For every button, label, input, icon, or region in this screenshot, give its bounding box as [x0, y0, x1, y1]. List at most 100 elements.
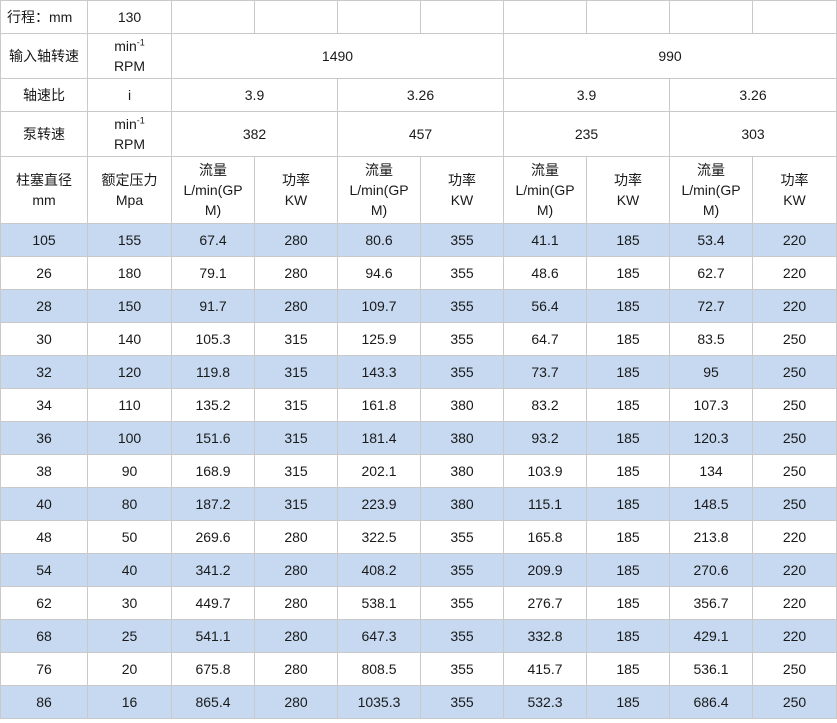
- table-cell: 36: [0, 421, 88, 455]
- power-header: 功率 KW: [254, 156, 338, 224]
- table-row: 105 155 67.4 280 80.6 355 41.1 185 53.4 220: [0, 223, 837, 257]
- table-cell: 54: [0, 553, 88, 587]
- table-cell: 185: [586, 619, 670, 653]
- table-cell: 20: [87, 652, 172, 686]
- shaft-ratio-value: 3.26: [669, 78, 837, 112]
- table-cell: 103.9: [503, 454, 587, 488]
- table-cell: 67.4: [171, 223, 255, 257]
- table-cell: 220: [752, 289, 837, 323]
- table-cell: 83.5: [669, 322, 753, 356]
- table-cell: 68: [0, 619, 88, 653]
- shaft-ratio-unit: i: [87, 78, 172, 112]
- table-cell: 187.2: [171, 487, 255, 521]
- table-cell: 675.8: [171, 652, 255, 686]
- table-cell: 30: [0, 322, 88, 356]
- table-cell: 185: [586, 685, 670, 719]
- table-cell: 250: [752, 388, 837, 422]
- table-cell: 16: [87, 685, 172, 719]
- rated-pressure-header: 额定压力 Mpa: [87, 156, 172, 224]
- table-cell: 250: [752, 355, 837, 389]
- pump-speed-value: 457: [337, 111, 504, 157]
- shaft-ratio-label: 轴速比: [0, 78, 88, 112]
- table-cell: 250: [752, 487, 837, 521]
- table-cell: 280: [254, 685, 338, 719]
- table-cell: 34: [0, 388, 88, 422]
- table-cell: 209.9: [503, 553, 587, 587]
- table-cell: 220: [752, 223, 837, 257]
- flow-header: 流量 L/min(GP M): [669, 156, 753, 224]
- table-cell: 185: [586, 256, 670, 290]
- flow-header: 流量 L/min(GP M): [337, 156, 421, 224]
- table-cell: 220: [752, 586, 837, 620]
- table-row: 38 90 168.9 315 202.1 380 103.9 185 134 250: [0, 454, 837, 488]
- pump-speed-row: 泵转速 min-1 RPM 382 457 235 303: [0, 111, 837, 157]
- table-cell: 181.4: [337, 421, 421, 455]
- table-cell: 270.6: [669, 553, 753, 587]
- table-cell: 865.4: [171, 685, 255, 719]
- table-cell: 355: [420, 685, 504, 719]
- table-cell: 355: [420, 520, 504, 554]
- power-header: 功率 KW: [586, 156, 670, 224]
- table-cell: 185: [586, 553, 670, 587]
- table-row: 86 16 865.4 280 1035.3 355 532.3 185 686.4 250: [0, 685, 837, 719]
- table-row: 76 20 675.8 280 808.5 355 415.7 185 536.1 250: [0, 652, 837, 686]
- table-cell: 134: [669, 454, 753, 488]
- table-cell: 30: [87, 586, 172, 620]
- shaft-ratio-row: 轴速比 i 3.9 3.26 3.9 3.26: [0, 78, 837, 112]
- table-cell: 280: [254, 652, 338, 686]
- table-cell: 532.3: [503, 685, 587, 719]
- table-cell: 168.9: [171, 454, 255, 488]
- table-cell: 41.1: [503, 223, 587, 257]
- table-cell: 165.8: [503, 520, 587, 554]
- table-row: 68 25 541.1 280 647.3 355 332.8 185 429.1 220: [0, 619, 837, 653]
- pump-speed-value: 303: [669, 111, 837, 157]
- input-speed-row: 输入轴转速 min-1 RPM 1490 990: [0, 33, 837, 79]
- table-row: 26 180 79.1 280 94.6 355 48.6 185 62.7 220: [0, 256, 837, 290]
- table-cell: 48.6: [503, 256, 587, 290]
- shaft-ratio-value: 3.9: [171, 78, 338, 112]
- input-speed-1490: 1490: [171, 33, 504, 79]
- table-row: 32 120 119.8 315 143.3 355 73.7 185 95 250: [0, 355, 837, 389]
- table-cell: 180: [87, 256, 172, 290]
- table-cell: 93.2: [503, 421, 587, 455]
- table-cell: 276.7: [503, 586, 587, 620]
- table-cell: 110: [87, 388, 172, 422]
- table-cell: 185: [586, 487, 670, 521]
- table-cell: 647.3: [337, 619, 421, 653]
- table-cell: 220: [752, 619, 837, 653]
- table-cell: 32: [0, 355, 88, 389]
- table-cell: 83.2: [503, 388, 587, 422]
- table-cell: 220: [752, 256, 837, 290]
- table-cell: 185: [586, 223, 670, 257]
- table-cell: 53.4: [669, 223, 753, 257]
- table-cell: 28: [0, 289, 88, 323]
- table-cell: 280: [254, 619, 338, 653]
- table-cell: 161.8: [337, 388, 421, 422]
- table-cell: 332.8: [503, 619, 587, 653]
- input-speed-unit: min-1 RPM: [87, 33, 172, 79]
- table-cell: 140: [87, 322, 172, 356]
- table-cell: 355: [420, 586, 504, 620]
- table-cell: 91.7: [171, 289, 255, 323]
- table-cell: 315: [254, 454, 338, 488]
- table-cell: 79.1: [171, 256, 255, 290]
- flow-header: 流量 L/min(GP M): [171, 156, 255, 224]
- table-cell: 269.6: [171, 520, 255, 554]
- table-cell: 250: [752, 652, 837, 686]
- table-cell: 1035.3: [337, 685, 421, 719]
- table-cell: 223.9: [337, 487, 421, 521]
- table-cell: 429.1: [669, 619, 753, 653]
- table-cell: 25: [87, 619, 172, 653]
- table-cell: 105: [0, 223, 88, 257]
- table-cell: 38: [0, 454, 88, 488]
- table-cell: 536.1: [669, 652, 753, 686]
- table-cell: 94.6: [337, 256, 421, 290]
- table-cell: 148.5: [669, 487, 753, 521]
- table-cell: 220: [752, 520, 837, 554]
- table-cell: 280: [254, 586, 338, 620]
- table-cell: 120: [87, 355, 172, 389]
- stroke-value: 130: [87, 0, 172, 34]
- table-cell: 355: [420, 619, 504, 653]
- table-cell: 280: [254, 223, 338, 257]
- table-cell: 315: [254, 487, 338, 521]
